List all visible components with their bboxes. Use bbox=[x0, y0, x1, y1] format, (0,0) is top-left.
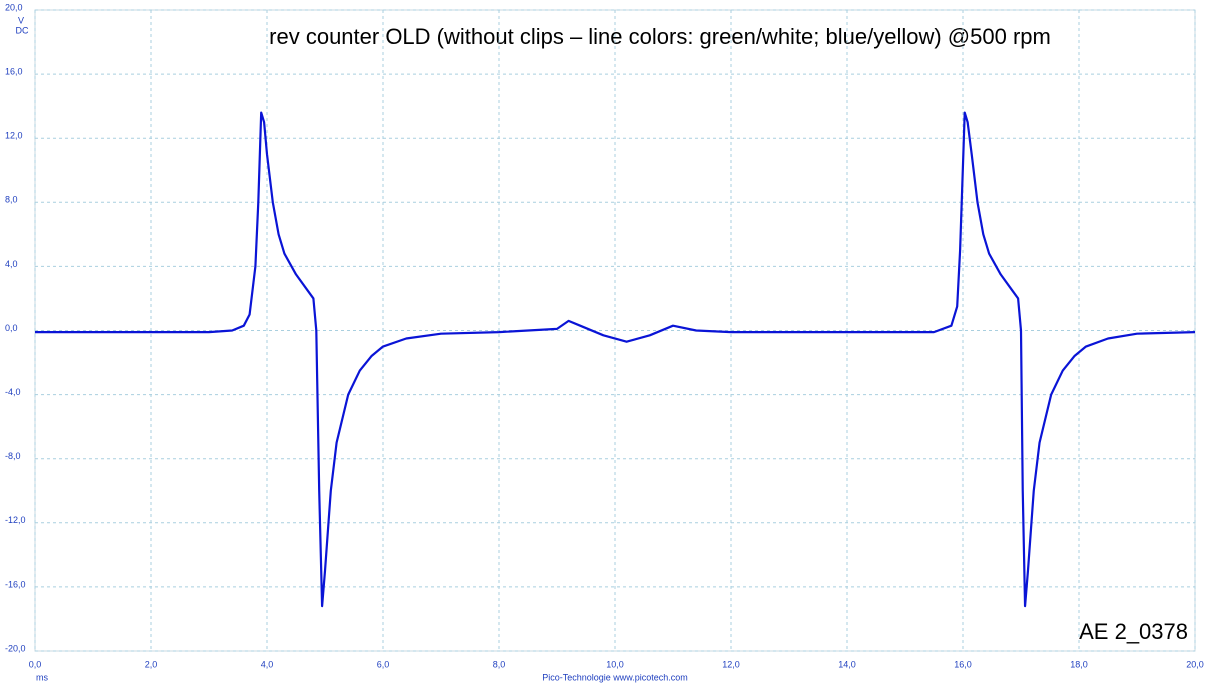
y-tick-label: 20,0 bbox=[5, 2, 23, 12]
footer: Pico-Technologie www.picotech.com bbox=[542, 672, 688, 682]
x-tick-label: 14,0 bbox=[838, 659, 856, 669]
x-tick-label: 18,0 bbox=[1070, 659, 1088, 669]
y-tick-label: 8,0 bbox=[5, 195, 18, 205]
y-tick-label: 12,0 bbox=[5, 131, 23, 141]
y-tick-label: -8,0 bbox=[5, 451, 21, 461]
y-tick-label: 0,0 bbox=[5, 323, 18, 333]
y-tick-label: -20,0 bbox=[5, 643, 26, 653]
chart-title: rev counter OLD (without clips – line co… bbox=[269, 24, 1051, 49]
x-tick-label: 12,0 bbox=[722, 659, 740, 669]
x-tick-label: 8,0 bbox=[493, 659, 506, 669]
x-tick-label: 6,0 bbox=[377, 659, 390, 669]
x-tick-label: 20,0 bbox=[1186, 659, 1204, 669]
x-tick-label: 4,0 bbox=[261, 659, 274, 669]
x-tick-label: 16,0 bbox=[954, 659, 972, 669]
coupling: DC bbox=[16, 25, 29, 35]
y-tick-label: 4,0 bbox=[5, 259, 18, 269]
x-unit: ms bbox=[36, 672, 48, 682]
y-tick-label: -16,0 bbox=[5, 579, 26, 589]
x-tick-label: 0,0 bbox=[29, 659, 42, 669]
watermark: AE 2_0378 bbox=[1079, 619, 1188, 644]
y-tick-label: 16,0 bbox=[5, 66, 23, 76]
signal-line bbox=[35, 111, 1196, 608]
y-tick-label: -4,0 bbox=[5, 387, 21, 397]
y-unit: V bbox=[18, 15, 24, 25]
x-tick-label: 10,0 bbox=[606, 659, 624, 669]
x-tick-label: 2,0 bbox=[145, 659, 158, 669]
y-tick-label: -12,0 bbox=[5, 515, 26, 525]
